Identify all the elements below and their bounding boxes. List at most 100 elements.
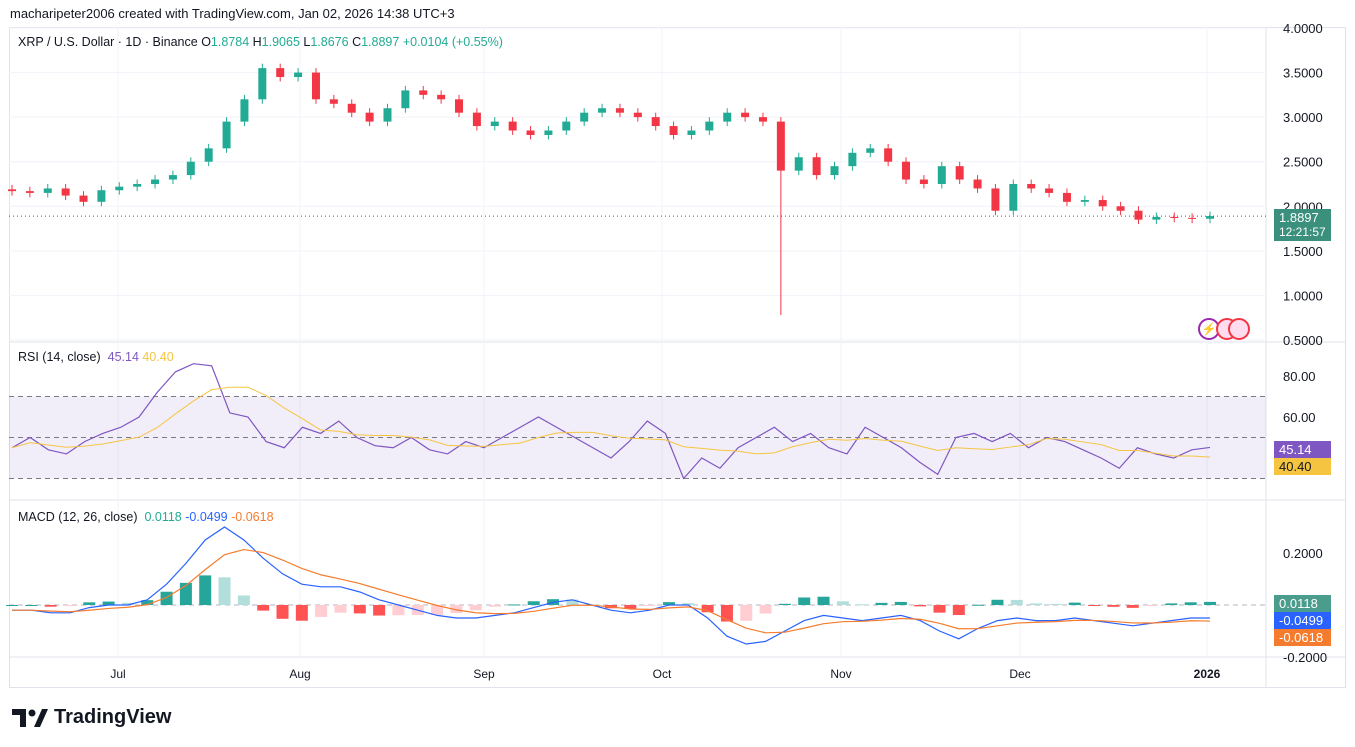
candle-body bbox=[222, 121, 231, 149]
candle-body bbox=[8, 189, 16, 192]
candle-body bbox=[1009, 183, 1018, 211]
macd-hist-axis-label: 0.0118 bbox=[1274, 595, 1331, 612]
candle-body bbox=[812, 157, 821, 176]
brand-name: TradingView bbox=[54, 706, 172, 728]
candle-body bbox=[1116, 206, 1125, 211]
macd-hist-bar bbox=[353, 605, 366, 614]
macd-hist-bar bbox=[431, 605, 444, 615]
y-tick-label: 0.5000 bbox=[1283, 333, 1323, 348]
macd-hist-bar bbox=[276, 605, 289, 619]
close-value: 1.8897 bbox=[361, 35, 400, 49]
macd-hist-bar bbox=[315, 605, 328, 617]
rsi-ma-axis-label: 40.40 bbox=[1274, 458, 1331, 475]
symbol-title[interactable]: XRP / U.S. Dollar · 1D · Binance bbox=[18, 35, 198, 49]
macd-hist-bar bbox=[257, 605, 270, 611]
candle-body bbox=[294, 72, 303, 78]
macd-hist-bar bbox=[798, 597, 811, 605]
low-value: 1.8676 bbox=[310, 35, 349, 49]
candle-body bbox=[472, 112, 481, 127]
candle-body bbox=[615, 108, 624, 113]
candle-body bbox=[562, 121, 571, 131]
macd-hist-bar bbox=[295, 605, 308, 621]
candle-body bbox=[1027, 183, 1036, 189]
candle-body bbox=[168, 175, 177, 180]
change-value: +0.0104 (+0.55%) bbox=[402, 35, 503, 49]
macd-hist-bar bbox=[1107, 605, 1120, 607]
macd-hist-bar bbox=[1165, 603, 1178, 605]
credit-text: macharipeter2006 created with TradingVie… bbox=[10, 6, 455, 21]
macd-hist-bar bbox=[141, 600, 154, 605]
candle-body bbox=[1062, 192, 1071, 202]
macd-hist-bar bbox=[914, 605, 927, 607]
macd-hist-bar bbox=[1146, 605, 1159, 606]
macd-hist-bar bbox=[778, 603, 791, 605]
x-tick-label: Aug bbox=[289, 667, 310, 681]
macd-hist-bar bbox=[1030, 603, 1043, 605]
macd-hist-bar bbox=[63, 605, 76, 607]
event-icons[interactable]: ⚡ bbox=[1198, 318, 1250, 340]
candle-body bbox=[830, 166, 839, 176]
macd-hist-bar bbox=[1010, 599, 1023, 605]
macd-value: -0.0499 bbox=[185, 510, 228, 524]
macd-hist-bar bbox=[469, 605, 482, 611]
signal-value: -0.0618 bbox=[231, 510, 274, 524]
macd-hist-bar bbox=[121, 602, 134, 605]
price-legend: XRP / U.S. Dollar · 1D · Binance O1.8784… bbox=[18, 35, 503, 49]
high-value: 1.9065 bbox=[261, 35, 300, 49]
candle-body bbox=[455, 99, 464, 113]
macd-hist-bar bbox=[160, 591, 173, 605]
candle-body bbox=[401, 90, 410, 109]
rsi-ma-line bbox=[11, 386, 1211, 458]
macd-hist-bar bbox=[624, 605, 637, 609]
candle-body bbox=[1152, 216, 1161, 220]
candle-body bbox=[1080, 200, 1089, 202]
candle-body bbox=[419, 90, 428, 95]
candle-body bbox=[347, 103, 356, 113]
macd-hist-bar bbox=[334, 605, 347, 613]
rsi-axis-label: 45.14 bbox=[1274, 441, 1331, 458]
candle-body bbox=[544, 130, 553, 135]
rsi-line bbox=[11, 363, 1211, 480]
rsi-ma-value: 40.40 bbox=[142, 350, 174, 364]
macd-hist-bar bbox=[817, 596, 830, 605]
macd-legend[interactable]: MACD (12, 26, close) 0.0118 -0.0499 -0.0… bbox=[18, 510, 274, 524]
candle-body bbox=[1206, 216, 1214, 219]
macd-hist-bar bbox=[218, 577, 231, 605]
x-tick-label: Dec bbox=[1009, 667, 1030, 681]
candle-body bbox=[687, 130, 696, 135]
candle-body bbox=[329, 99, 338, 104]
macd-hist-bar bbox=[6, 605, 18, 606]
last-price-label: 1.8897 12:21:57 bbox=[1274, 209, 1331, 241]
rsi-legend[interactable]: RSI (14, close) 45.14 40.40 bbox=[18, 350, 174, 364]
candle-body bbox=[991, 188, 1000, 211]
signal-axis-label: -0.0618 bbox=[1274, 629, 1331, 646]
macd-hist-bar bbox=[894, 601, 907, 605]
x-tick-label: Sep bbox=[473, 667, 495, 681]
macd-hist-bar bbox=[566, 599, 579, 605]
macd-hist-bar bbox=[527, 601, 540, 605]
last-price: 1.8897 bbox=[1279, 210, 1319, 225]
macd-hist-bar bbox=[1088, 605, 1101, 606]
candle-body bbox=[741, 112, 750, 118]
tradingview-logo[interactable]: TradingView bbox=[12, 706, 171, 729]
candle-body bbox=[723, 112, 732, 122]
macd-hist-bar bbox=[450, 605, 463, 614]
macd-hist-bar bbox=[740, 605, 753, 621]
candle-body bbox=[25, 191, 34, 193]
macd-hist-bar bbox=[643, 605, 656, 606]
macd-hist-bar bbox=[102, 601, 115, 605]
candle-body bbox=[43, 188, 52, 193]
candle-body bbox=[580, 112, 589, 122]
macd-hist-bar bbox=[392, 605, 405, 616]
macd-hist-bar bbox=[508, 604, 521, 606]
candle-body bbox=[651, 117, 660, 127]
candle-body bbox=[437, 94, 446, 100]
candle-body bbox=[1098, 200, 1107, 207]
us-flag-icon[interactable] bbox=[1228, 318, 1250, 340]
candle-body bbox=[204, 148, 213, 162]
x-tick-label: Jul bbox=[110, 667, 125, 681]
candle-body bbox=[669, 126, 678, 135]
candle-body bbox=[776, 121, 785, 171]
macd-line bbox=[12, 526, 1211, 645]
